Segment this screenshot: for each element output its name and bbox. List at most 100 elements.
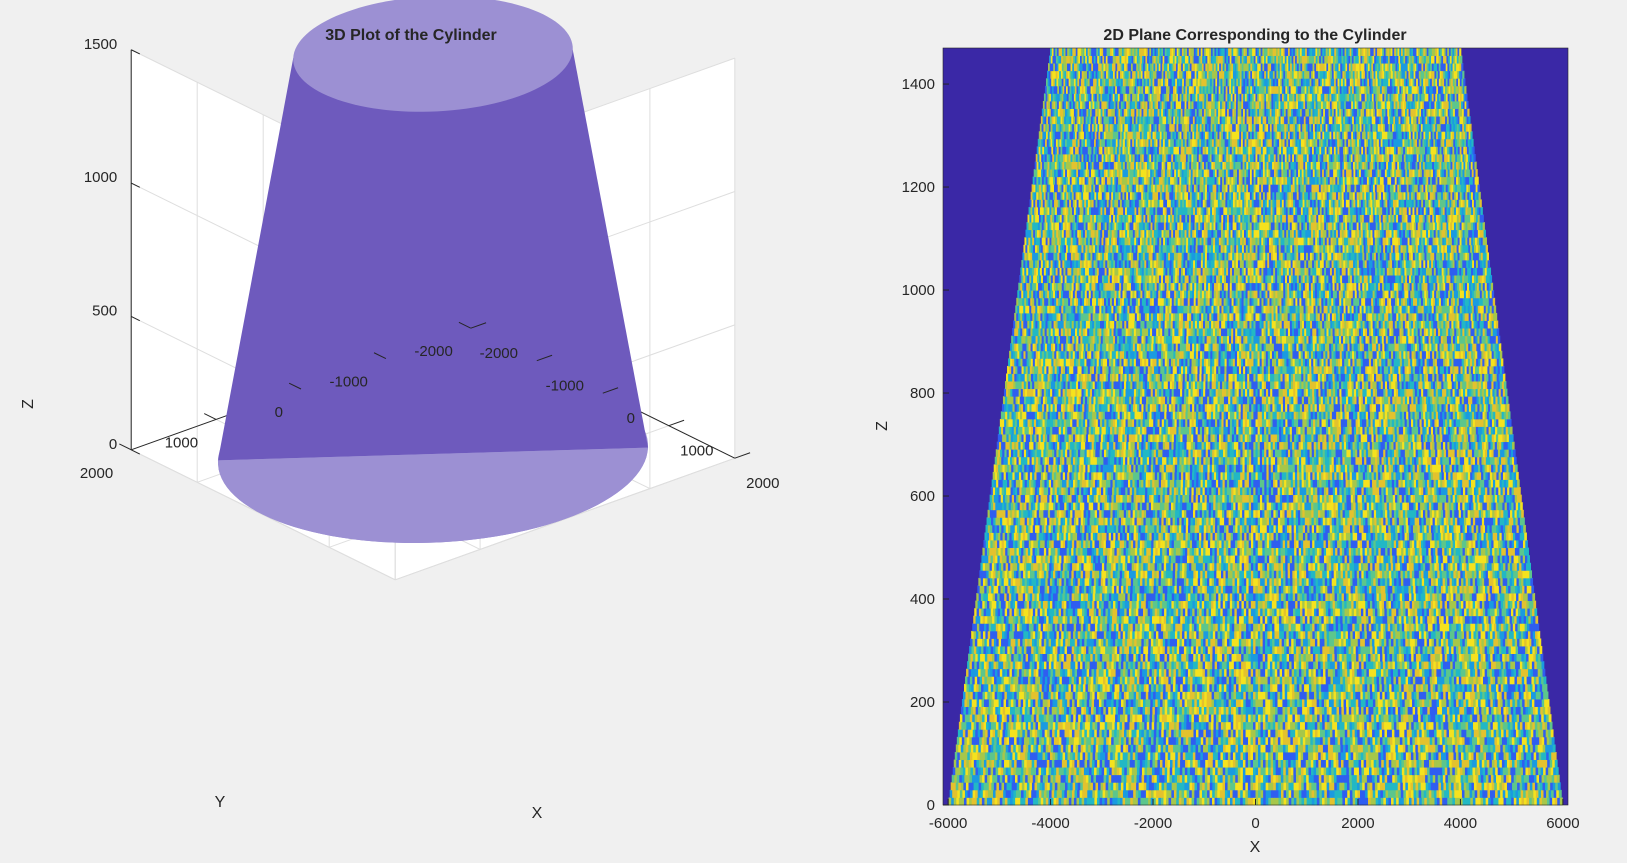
heatmap-cell: [1244, 646, 1247, 654]
heatmap-cell: [1448, 691, 1451, 699]
heatmap-cell: [1449, 676, 1452, 684]
heatmap-cell: [1314, 790, 1317, 798]
heatmap-cell: [1323, 737, 1326, 745]
heatmap-cell: [1500, 676, 1503, 684]
heatmap-cell: [1418, 775, 1421, 783]
heatmap-cell: [1017, 684, 1020, 692]
heatmap-cell: [1029, 646, 1032, 654]
heatmap-cell: [1437, 729, 1440, 737]
heatmap-cell: [1136, 744, 1139, 752]
heatmap-cell: [1092, 691, 1095, 699]
heatmap-cell: [1104, 691, 1107, 699]
heatmap-cell: [1201, 722, 1204, 730]
heatmap-cell: [1298, 737, 1301, 745]
heatmap-cell: [1478, 767, 1481, 775]
heatmap-cell: [1288, 775, 1291, 783]
heatmap-cell: [1541, 729, 1544, 737]
heatmap-cell: [1056, 737, 1059, 745]
heatmap-cell: [1200, 669, 1203, 677]
heatmap-cell: [1453, 744, 1456, 752]
heatmap-cell: [1414, 797, 1417, 805]
heatmap-cell: [1318, 737, 1321, 745]
heatmap-cell: [1256, 684, 1259, 692]
heatmap-cell: [1409, 729, 1412, 737]
heatmap-cell: [1179, 797, 1182, 805]
heatmap-cell: [1388, 744, 1391, 752]
heatmap-cell: [1231, 669, 1234, 677]
heatmap-cell: [1133, 654, 1136, 662]
heatmap-cell: [1509, 760, 1512, 768]
heatmap-cell: [1148, 691, 1151, 699]
heatmap-cell: [1121, 654, 1124, 662]
heatmap-cell: [1205, 760, 1208, 768]
heatmap-cell: [1022, 646, 1025, 654]
heatmap-cell: [1280, 722, 1283, 730]
heatmap-cell: [1191, 661, 1194, 669]
heatmap-cell: [1018, 790, 1021, 798]
heatmap-cell: [1433, 684, 1436, 692]
heatmap-cell: [1494, 669, 1497, 677]
heatmap-cell: [1389, 714, 1392, 722]
heatmap-cell: [1444, 676, 1447, 684]
heatmap-cell: [1159, 661, 1162, 669]
heatmap-cell: [1299, 790, 1302, 798]
heatmap-cell: [1288, 752, 1291, 760]
heatmap-cell: [1294, 676, 1297, 684]
heatmap-cell: [1134, 775, 1137, 783]
heatmap-cell: [996, 684, 999, 692]
heatmap-cell: [1085, 691, 1088, 699]
heatmap-cell: [1058, 661, 1061, 669]
heatmap-cell: [1132, 760, 1135, 768]
heatmap-cell: [1248, 790, 1251, 798]
heatmap-cell: [1182, 714, 1185, 722]
heatmap-cell: [1317, 707, 1320, 715]
heatmap-cell: [979, 684, 982, 692]
heatmap-cell: [1535, 669, 1538, 677]
heatmap-cell: [1493, 790, 1496, 798]
heatmap-cell: [1228, 767, 1231, 775]
heatmap-cell: [1134, 722, 1137, 730]
heatmap-cell: [1059, 760, 1062, 768]
heatmap-cell: [1008, 790, 1011, 798]
heatmap-cell: [1441, 661, 1444, 669]
heatmap-cell: [1105, 722, 1108, 730]
heatmap-cell: [1031, 646, 1034, 654]
heatmap-cell: [1000, 797, 1003, 805]
heatmap-cell: [1253, 699, 1256, 707]
heatmap-cell: [964, 775, 967, 783]
heatmap-cell: [984, 797, 987, 805]
heatmap-cell: [1423, 775, 1426, 783]
heatmap-cell: [1231, 661, 1234, 669]
heatmap-cell: [978, 691, 981, 699]
heatmap-cell: [1270, 669, 1273, 677]
heatmap-cell: [1537, 797, 1540, 805]
heatmap-cell: [1471, 782, 1474, 790]
heatmap-cell: [1077, 699, 1080, 707]
heatmap-cell: [1470, 714, 1473, 722]
heatmap-cell: [1029, 790, 1032, 798]
heatmap-cell: [1423, 752, 1426, 760]
heatmap-cell: [1236, 714, 1239, 722]
heatmap-cell: [1091, 676, 1094, 684]
heatmap-cell: [1489, 684, 1492, 692]
heatmap-cell: [998, 729, 1001, 737]
heatmap-cell: [1476, 775, 1479, 783]
heatmap-cell: [983, 707, 986, 715]
heatmap-cell: [1005, 775, 1008, 783]
heatmap-cell: [1447, 760, 1450, 768]
heatmap-cell: [1090, 782, 1093, 790]
heatmap-cell: [1506, 707, 1509, 715]
heatmap-cell: [1428, 752, 1431, 760]
heatmap-cell: [1291, 775, 1294, 783]
heatmap-cell: [1121, 782, 1124, 790]
heatmap-cell: [1498, 722, 1501, 730]
heatmap-cell: [974, 684, 977, 692]
heatmap-cell: [1172, 707, 1175, 715]
heatmap-cell: [1307, 699, 1310, 707]
heatmap-cell: [1106, 775, 1109, 783]
heatmap-cell: [1107, 722, 1110, 730]
heatmap-cell: [1373, 699, 1376, 707]
heatmap-cell: [1236, 661, 1239, 669]
heatmap-cell: [1038, 676, 1041, 684]
heatmap-cell: [1090, 661, 1093, 669]
